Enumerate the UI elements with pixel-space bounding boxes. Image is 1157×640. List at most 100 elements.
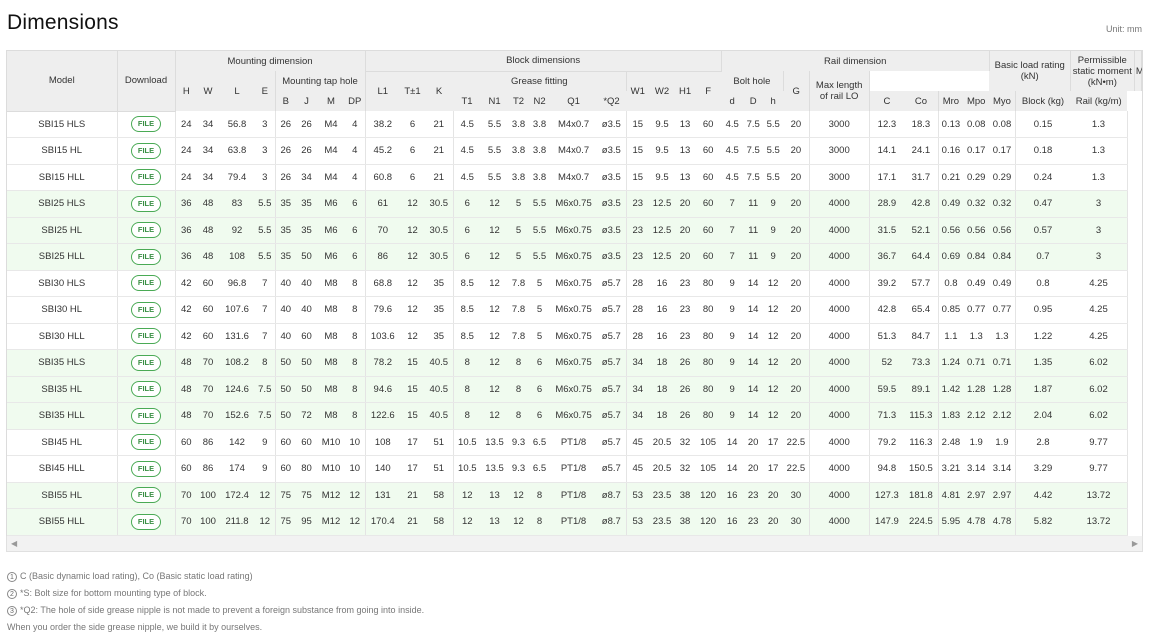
table-cell: 60 (275, 455, 296, 483)
table-cell: 72 (296, 402, 317, 430)
header-T1: T1 (453, 91, 482, 111)
file-download-button[interactable]: FILE (130, 407, 162, 424)
file-download-button[interactable]: FILE (130, 301, 162, 318)
table-cell: 2.97 (963, 482, 990, 509)
table-cell: 12.3 (869, 111, 905, 138)
table-cell: 8 (508, 349, 530, 377)
table-cell: 147.9 (869, 508, 905, 536)
table-cell: 78.2 (365, 349, 401, 377)
file-download-button[interactable]: FILE (130, 381, 162, 398)
table-cell: 13.72 (1070, 482, 1128, 509)
table-cell: 20 (783, 270, 810, 297)
table-cell: 0.49 (938, 190, 964, 218)
file-download-button[interactable]: FILE (130, 328, 162, 345)
table-cell: 12 (763, 323, 784, 350)
table-cell: 70 (175, 482, 197, 509)
table-cell: ø3.5 (597, 243, 627, 271)
table-cell: 116.3 (904, 429, 939, 456)
table-cell: 211.8 (219, 508, 255, 536)
header-mass: Mass (1134, 51, 1142, 91)
table-cell: 1.9 (963, 429, 990, 456)
header-block-kg: Block (kg) (1015, 91, 1071, 111)
table-cell: 3.8 (508, 137, 530, 165)
cell-download: FILE (117, 296, 176, 324)
table-cell: 5.5 (255, 190, 276, 218)
horizontal-scrollbar[interactable]: ◀ ▶ (6, 536, 1143, 552)
table-cell: 8 (508, 376, 530, 403)
table-cell: 60 (175, 455, 197, 483)
header-d: d (721, 91, 744, 111)
table-cell: ø3.5 (597, 164, 627, 191)
dimensions-table-container[interactable]: Model Download Mounting dimension Block … (6, 50, 1143, 537)
dimensions-table: Model Download Mounting dimension Block … (7, 51, 1142, 536)
header-Mro: Mro (938, 91, 964, 111)
table-cell: 34 (197, 164, 219, 191)
table-cell: M8 (317, 296, 345, 324)
table-cell: 28 (626, 323, 650, 350)
table-cell: 0.32 (989, 190, 1016, 218)
table-cell: ø8.7 (597, 482, 627, 509)
table-cell: 15 (626, 111, 650, 138)
table-cell: 11 (743, 243, 764, 271)
table-cell: 16 (721, 482, 744, 509)
table-cell: 13.5 (481, 429, 509, 456)
table-cell: 40 (275, 296, 296, 324)
file-download-button[interactable]: FILE (130, 248, 162, 265)
table-cell: ø3.5 (597, 217, 627, 244)
table-cell: 13 (675, 111, 696, 138)
table-cell: 0.49 (989, 270, 1016, 297)
table-cell: 7 (255, 270, 276, 297)
table-cell: PT1/8 (550, 455, 598, 483)
table-cell: 0.56 (989, 217, 1016, 244)
cell-download: FILE (117, 111, 176, 138)
table-cell: 12 (481, 323, 509, 350)
table-cell: 0.71 (963, 349, 990, 377)
table-cell: 80 (695, 323, 722, 350)
table-cell: 39.2 (869, 270, 905, 297)
table-row: SBI15 HL FILE 24 34 63.8 3 26 26 M4 4 45.2 6 21 4.5 5.… (7, 137, 1142, 165)
cell-model: SBI25 HL (7, 217, 118, 244)
table-cell: 18 (649, 376, 676, 403)
table-cell: 7.8 (508, 323, 530, 350)
table-cell: 92 (219, 217, 255, 244)
file-download-button[interactable]: FILE (130, 460, 162, 477)
table-cell: M8 (317, 402, 345, 430)
triangle-right-icon[interactable]: ▶ (1131, 539, 1138, 548)
table-cell: 17 (400, 455, 426, 483)
table-cell: 4.5 (453, 111, 482, 138)
triangle-left-icon[interactable]: ◀ (11, 539, 18, 548)
table-cell: 4000 (809, 190, 870, 218)
cell-model: SBI25 HLS (7, 190, 118, 218)
table-cell: 12 (763, 270, 784, 297)
file-download-button[interactable]: FILE (130, 487, 162, 504)
file-download-button[interactable]: FILE (130, 275, 162, 292)
file-download-button[interactable]: FILE (130, 116, 162, 133)
table-cell: M8 (317, 349, 345, 377)
table-cell: 13 (675, 164, 696, 191)
file-download-button[interactable]: FILE (130, 142, 162, 159)
table-cell: 4.78 (963, 508, 990, 536)
table-cell: 12 (508, 482, 530, 509)
file-download-button[interactable]: FILE (130, 354, 162, 371)
table-cell: ø5.7 (597, 429, 627, 456)
table-cell: 38 (675, 508, 696, 536)
footnote-text: *S: Bolt size for bottom mounting type o… (20, 588, 207, 598)
header-T: T±1 (400, 71, 426, 111)
table-cell: 7 (721, 243, 744, 271)
file-download-button[interactable]: FILE (130, 434, 162, 451)
table-cell: 9.77 (1070, 455, 1128, 483)
file-download-button[interactable]: FILE (130, 169, 162, 186)
table-cell: 5 (529, 323, 551, 350)
file-download-button[interactable]: FILE (130, 195, 162, 212)
file-download-button[interactable]: FILE (130, 513, 162, 530)
header-N2: N2 (529, 91, 551, 111)
table-cell: 45.2 (365, 137, 401, 165)
table-cell: 34 (296, 164, 317, 191)
table-cell: 6 (453, 217, 482, 244)
file-download-button[interactable]: FILE (130, 222, 162, 239)
table-cell: 0.08 (963, 111, 990, 138)
table-cell: 7.5 (255, 376, 276, 403)
table-cell: 71.3 (869, 402, 905, 430)
table-cell: 15 (400, 349, 426, 377)
table-cell: M12 (317, 508, 345, 536)
